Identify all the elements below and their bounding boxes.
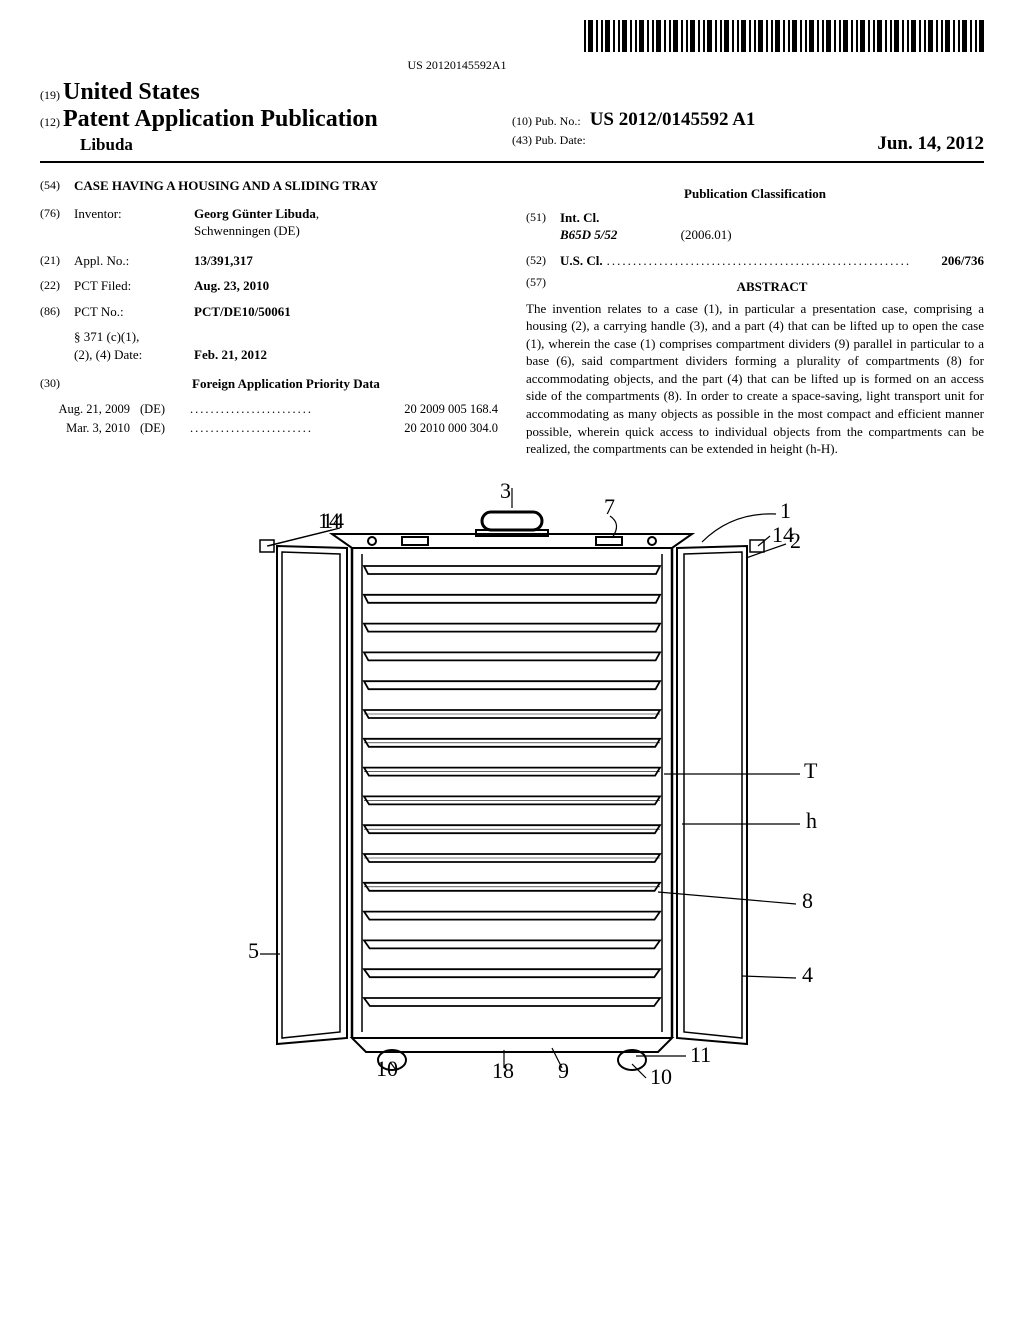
pub-type-code: (12) bbox=[40, 115, 60, 129]
priority-dots: ........................ bbox=[190, 401, 358, 418]
country-name: United States bbox=[63, 79, 200, 105]
right-column: Publication Classification (51) Int. Cl.… bbox=[526, 177, 984, 458]
barcode-number: US 20120145592A1 bbox=[40, 58, 874, 73]
svg-text:10: 10 bbox=[376, 1056, 398, 1081]
inventor-row: (76) Inventor: Georg Günter Libuda, Schw… bbox=[40, 205, 498, 240]
svg-text:9: 9 bbox=[558, 1058, 569, 1083]
title-code: (54) bbox=[40, 177, 74, 195]
country-code: (19) bbox=[40, 88, 60, 102]
pctfiled-code: (22) bbox=[40, 277, 74, 295]
barcode-graphic bbox=[584, 20, 984, 52]
applno-row: (21) Appl. No.: 13/391,317 bbox=[40, 252, 498, 270]
svg-text:18: 18 bbox=[492, 1058, 514, 1083]
abstract-header: ABSTRACT bbox=[560, 278, 984, 296]
svg-text:T: T bbox=[804, 758, 818, 783]
uscl-row: (52) U.S. Cl. ..........................… bbox=[526, 252, 984, 271]
uscl-value: 206/736 bbox=[937, 252, 984, 271]
svg-text:4: 4 bbox=[802, 962, 813, 987]
pubdate-label: Pub. Date: bbox=[535, 133, 586, 147]
s371-row: § 371 (c)(1), (2), (4) Date: Feb. 21, 20… bbox=[40, 328, 498, 363]
uscl-label: U.S. Cl. bbox=[560, 252, 607, 271]
intcl-symbol: B65D 5/52 bbox=[560, 227, 617, 242]
invention-title: CASE HAVING A HOUSING AND A SLIDING TRAY bbox=[74, 177, 498, 195]
priority-row: Aug. 21, 2009(DE).......................… bbox=[40, 401, 498, 418]
svg-text:5: 5 bbox=[248, 938, 259, 963]
abstract-code: (57) bbox=[526, 274, 560, 296]
left-column: (54) CASE HAVING A HOUSING AND A SLIDING… bbox=[40, 177, 498, 458]
svg-text:3: 3 bbox=[500, 478, 511, 503]
pub-type: Patent Application Publication bbox=[63, 106, 378, 132]
pubdate-code: (43) bbox=[512, 133, 532, 147]
pctno-value: PCT/DE10/50061 bbox=[194, 303, 498, 321]
svg-text:11: 11 bbox=[690, 1042, 711, 1067]
pctfiled-label: PCT Filed: bbox=[74, 277, 194, 295]
priority-number: 20 2010 000 304.0 bbox=[358, 420, 498, 437]
priority-country: (DE) bbox=[140, 420, 190, 437]
inventor-location: Schwenningen (DE) bbox=[194, 223, 300, 238]
author-line: Libuda bbox=[40, 135, 512, 155]
intcl-block: Int. Cl. B65D 5/52 (2006.01) bbox=[560, 209, 984, 244]
body-columns: (54) CASE HAVING A HOUSING AND A SLIDING… bbox=[40, 177, 984, 458]
pubno-code: (10) bbox=[512, 114, 532, 128]
abstract-text: The invention relates to a case (1), in … bbox=[526, 300, 984, 458]
priority-list: Aug. 21, 2009(DE).......................… bbox=[40, 401, 498, 437]
priority-date: Aug. 21, 2009 bbox=[40, 401, 140, 418]
pubno-value: US 2012/0145592 A1 bbox=[590, 109, 756, 130]
s371-label: § 371 (c)(1), (2), (4) Date: bbox=[74, 328, 194, 363]
uscl-code: (52) bbox=[526, 252, 560, 271]
svg-text:10: 10 bbox=[650, 1064, 672, 1089]
svg-text:14: 14 bbox=[318, 508, 340, 533]
svg-text:7: 7 bbox=[604, 494, 615, 519]
barcode-region: US 20120145592A1 bbox=[40, 20, 984, 73]
foreign-code: (30) bbox=[40, 375, 74, 393]
intcl-version: (2006.01) bbox=[681, 227, 732, 242]
pctno-label: PCT No.: bbox=[74, 303, 194, 321]
title-row: (54) CASE HAVING A HOUSING AND A SLIDING… bbox=[40, 177, 498, 195]
svg-text:2: 2 bbox=[790, 528, 801, 553]
intcl-row: (51) Int. Cl. B65D 5/52 (2006.01) bbox=[526, 209, 984, 244]
inventor-name: Georg Günter Libuda bbox=[194, 206, 316, 221]
pctfiled-row: (22) PCT Filed: Aug. 23, 2010 bbox=[40, 277, 498, 295]
foreign-hdr-row: (30) Foreign Application Priority Data bbox=[40, 375, 498, 393]
priority-date: Mar. 3, 2010 bbox=[40, 420, 140, 437]
pubno-label: Pub. No.: bbox=[535, 114, 581, 128]
svg-text:1: 1 bbox=[780, 498, 791, 523]
pctfiled-value: Aug. 23, 2010 bbox=[194, 277, 498, 295]
uscl-dots: ........................................… bbox=[607, 252, 938, 271]
priority-dots: ........................ bbox=[190, 420, 358, 437]
inventor-value: Georg Günter Libuda, Schwenningen (DE) bbox=[194, 205, 498, 240]
header: (19) United States (12) Patent Applicati… bbox=[40, 79, 984, 155]
abstract-header-row: (57) ABSTRACT bbox=[526, 274, 984, 296]
figure-area: 3141414712Th841110101895 bbox=[40, 478, 984, 1102]
s371-spacer bbox=[40, 328, 74, 363]
priority-country: (DE) bbox=[140, 401, 190, 418]
patent-figure: 3141414712Th841110101895 bbox=[152, 478, 872, 1098]
inventor-code: (76) bbox=[40, 205, 74, 240]
foreign-header: Foreign Application Priority Data bbox=[74, 375, 498, 393]
pctno-code: (86) bbox=[40, 303, 74, 321]
applno-label: Appl. No.: bbox=[74, 252, 194, 270]
intcl-code: (51) bbox=[526, 209, 560, 244]
inventor-label: Inventor: bbox=[74, 205, 194, 240]
header-left: (19) United States (12) Patent Applicati… bbox=[40, 79, 512, 155]
applno-code: (21) bbox=[40, 252, 74, 270]
s371-date: Feb. 21, 2012 bbox=[194, 346, 498, 364]
header-rule bbox=[40, 161, 984, 163]
applno-value: 13/391,317 bbox=[194, 252, 498, 270]
priority-row: Mar. 3, 2010(DE)........................… bbox=[40, 420, 498, 437]
classification-header: Publication Classification bbox=[526, 185, 984, 203]
pubdate-value: Jun. 14, 2012 bbox=[877, 133, 984, 155]
svg-text:h: h bbox=[806, 808, 817, 833]
header-right: (10) Pub. No.: US 2012/0145592 A1 (43) P… bbox=[512, 109, 984, 155]
pctno-row: (86) PCT No.: PCT/DE10/50061 bbox=[40, 303, 498, 321]
svg-text:8: 8 bbox=[802, 888, 813, 913]
priority-number: 20 2009 005 168.4 bbox=[358, 401, 498, 418]
intcl-label: Int. Cl. bbox=[560, 210, 599, 225]
